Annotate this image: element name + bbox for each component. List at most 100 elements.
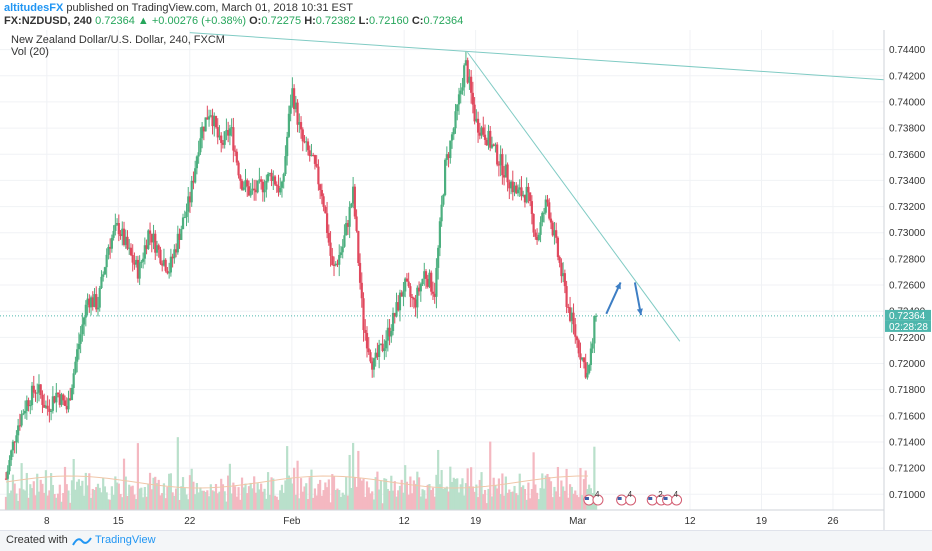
candle-body bbox=[81, 324, 84, 335]
volume-bar bbox=[470, 467, 473, 510]
candle-body bbox=[169, 256, 172, 273]
volume-bar bbox=[65, 484, 68, 510]
volume-bar bbox=[280, 484, 284, 510]
candle-body bbox=[124, 236, 127, 245]
candle-body bbox=[242, 187, 245, 190]
author-link[interactable]: altitudesFX bbox=[4, 2, 64, 14]
candle-body bbox=[308, 150, 311, 157]
candle-body bbox=[464, 60, 468, 66]
candle-body bbox=[60, 394, 63, 405]
volume-bar bbox=[190, 468, 193, 510]
candle-body bbox=[98, 288, 101, 308]
candle-body bbox=[237, 162, 240, 176]
arrow-up-head bbox=[615, 282, 621, 290]
candle-body bbox=[247, 186, 251, 196]
candle-body bbox=[133, 262, 136, 265]
candle-body bbox=[296, 102, 299, 125]
candle-body bbox=[518, 187, 521, 190]
event-count-label: 4 bbox=[595, 490, 600, 499]
volume-bar bbox=[520, 487, 523, 510]
candle-body bbox=[558, 256, 561, 263]
volume-bar bbox=[240, 477, 244, 510]
candle-body bbox=[378, 344, 381, 358]
candle-body bbox=[391, 312, 395, 332]
volume-bar bbox=[89, 497, 93, 510]
candle-body bbox=[409, 286, 412, 297]
volume-bar bbox=[527, 482, 530, 510]
volume-bar bbox=[199, 487, 202, 510]
created-with-text: Created with bbox=[6, 534, 68, 546]
candle-body bbox=[44, 405, 48, 408]
candle-body bbox=[348, 206, 351, 227]
time-axis[interactable]: 8 15 22 Feb 12 19 Mar 12 19 26 bbox=[44, 516, 839, 527]
volume-bar bbox=[575, 495, 579, 510]
volume-bar bbox=[29, 484, 32, 510]
candle-body bbox=[332, 264, 336, 266]
candle-body bbox=[37, 384, 41, 393]
volume-bar bbox=[584, 470, 587, 510]
high-label: H: bbox=[304, 15, 316, 27]
candle-body bbox=[506, 164, 509, 183]
candle-body bbox=[279, 187, 282, 193]
volume-bar bbox=[529, 498, 532, 510]
candle-body bbox=[516, 189, 520, 194]
candle-body bbox=[537, 234, 540, 241]
volume-bar bbox=[464, 483, 468, 510]
candle-body bbox=[260, 179, 263, 182]
volume-bar bbox=[195, 483, 199, 510]
candle-body bbox=[74, 361, 77, 374]
price-tick-label: 0.73600 bbox=[889, 150, 926, 161]
volume-bar bbox=[417, 477, 421, 510]
candle-body bbox=[225, 130, 228, 132]
volume-bar bbox=[298, 498, 301, 510]
volume-bar bbox=[582, 479, 586, 510]
candle-body bbox=[192, 180, 195, 183]
volume-bar bbox=[574, 490, 577, 510]
volume-bar bbox=[409, 476, 412, 510]
candle-body bbox=[235, 151, 238, 163]
candle-body bbox=[489, 130, 492, 148]
candle-body bbox=[358, 262, 362, 283]
price-tick-label: 0.73200 bbox=[889, 202, 926, 213]
volume-bar bbox=[570, 486, 573, 510]
candle-body bbox=[154, 233, 157, 253]
volume-bar bbox=[430, 490, 433, 510]
candle-body bbox=[282, 174, 285, 182]
volume-bar bbox=[41, 483, 44, 510]
volume-bar bbox=[383, 478, 386, 510]
candle-body bbox=[270, 172, 273, 182]
candle-body bbox=[411, 296, 414, 298]
price-chart[interactable]: 4 4 2 4 0.71000 0.71200 0.71400 0.71600 0.71800… bbox=[0, 30, 932, 530]
low-value: 0.72160 bbox=[369, 15, 409, 27]
candle-body bbox=[273, 176, 277, 185]
candle-body bbox=[362, 298, 365, 331]
volume-bar bbox=[466, 468, 469, 510]
candle-body bbox=[388, 327, 391, 337]
candle-body bbox=[594, 315, 598, 317]
volume-bar bbox=[88, 473, 91, 510]
flag-canton-icon bbox=[663, 497, 668, 500]
candle-body bbox=[286, 136, 289, 157]
price-axis[interactable]: 0.71000 0.71200 0.71400 0.71600 0.71800 0.720… bbox=[889, 45, 926, 501]
candle-body bbox=[588, 364, 591, 373]
candle-body bbox=[480, 127, 483, 136]
volume-bar bbox=[15, 493, 18, 510]
candle-body bbox=[504, 164, 507, 178]
candle-body bbox=[325, 213, 329, 233]
volume-bar bbox=[568, 484, 572, 510]
volume-bar bbox=[567, 497, 570, 510]
volume-bar bbox=[93, 489, 96, 510]
candle-body bbox=[72, 373, 75, 388]
volume-bar bbox=[534, 484, 537, 510]
volume-bar bbox=[391, 490, 395, 510]
candle-body bbox=[4, 478, 8, 480]
candle-body bbox=[412, 297, 415, 300]
candle-body bbox=[136, 259, 140, 279]
candle-body bbox=[114, 224, 117, 231]
tradingview-link[interactable]: TradingView bbox=[95, 534, 156, 546]
candle-body bbox=[117, 222, 120, 235]
arrow-down-head bbox=[636, 308, 643, 316]
volume-bar bbox=[301, 491, 304, 510]
candle-body bbox=[147, 230, 150, 249]
candle-body bbox=[69, 398, 72, 400]
